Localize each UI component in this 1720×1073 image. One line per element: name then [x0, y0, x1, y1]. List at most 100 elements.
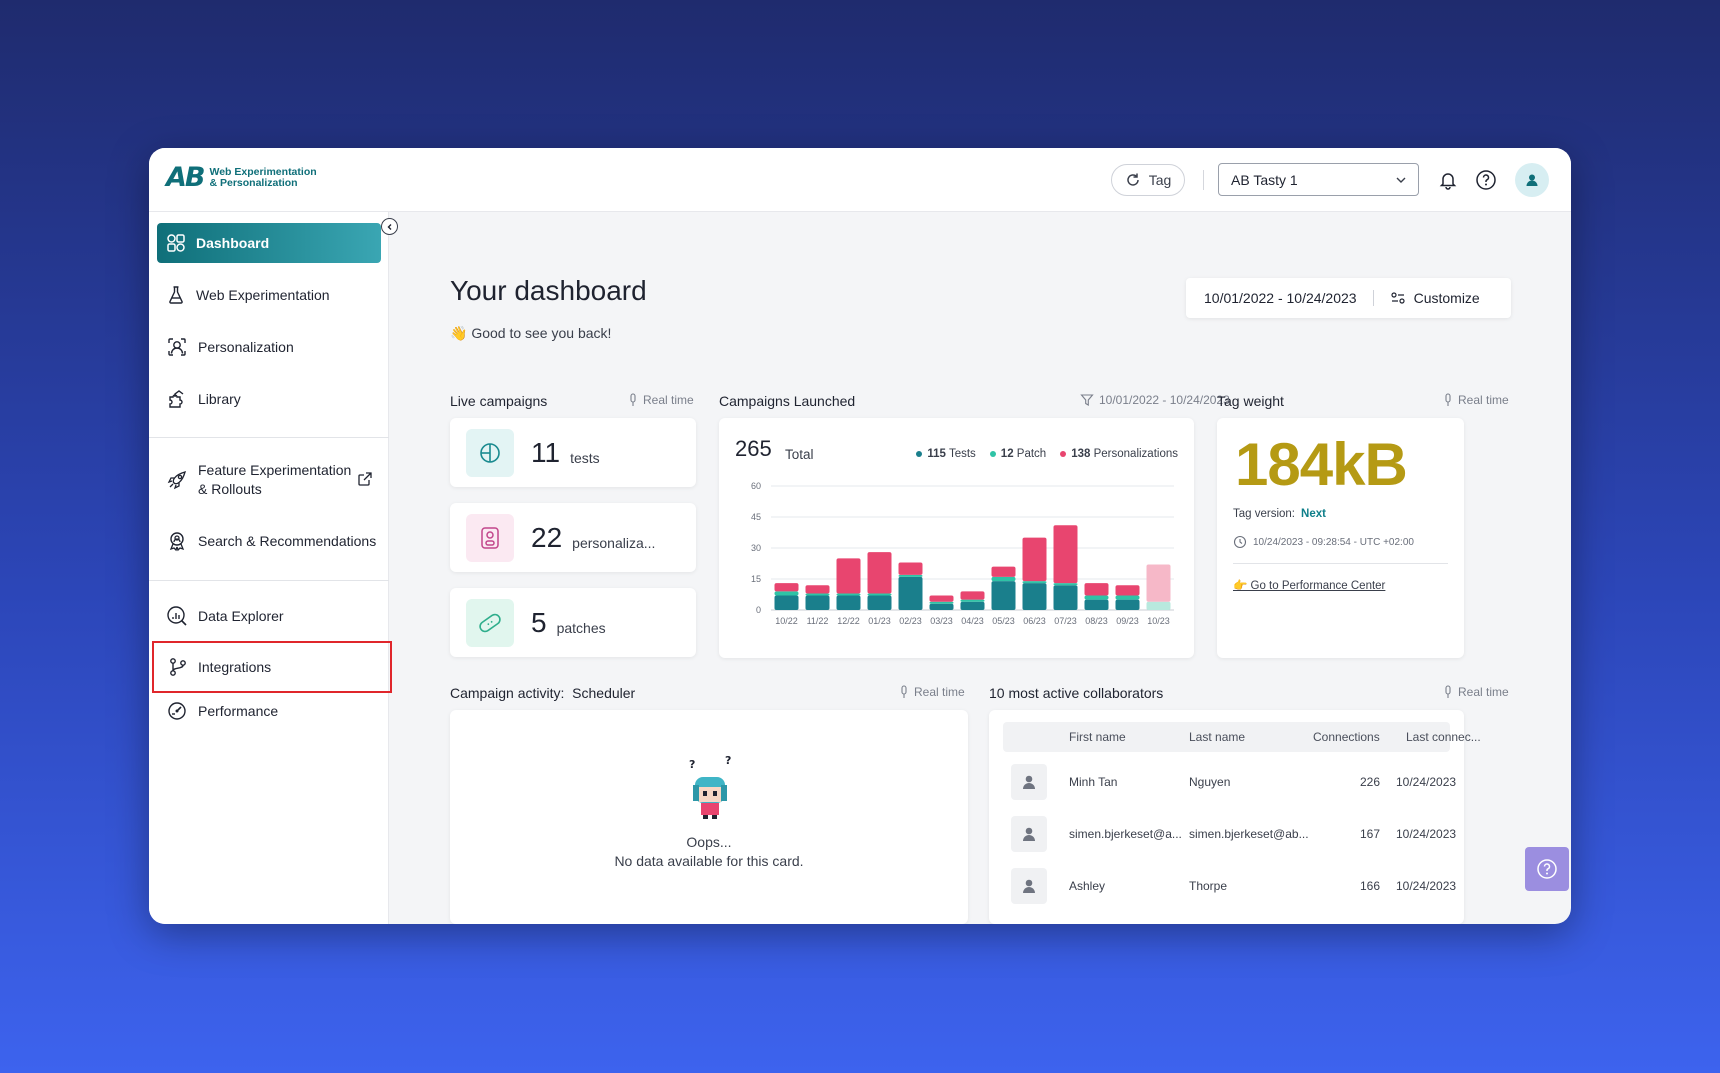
cell-last-name: Thorpe [1189, 879, 1228, 893]
personalization-icon [168, 338, 186, 356]
column-first-name[interactable]: First name [1069, 730, 1126, 744]
bar-personalizations [774, 583, 799, 592]
confused-character-icon: ? ? [689, 755, 731, 819]
realtime-icon [901, 685, 907, 698]
customize-button[interactable]: Customize [1390, 290, 1480, 306]
live-personalizations-count: 22 [531, 521, 563, 553]
date-range-picker[interactable]: 10/01/2022 - 10/24/2023 [1204, 290, 1357, 306]
bar-tests [805, 595, 830, 610]
campaigns-total-label: Total [785, 447, 814, 462]
x-tick-label: 10/23 [1147, 616, 1170, 626]
performance-center-link[interactable]: 👉 Go to Performance Center [1233, 580, 1386, 592]
account-select[interactable]: AB Tasty 1 [1218, 163, 1419, 196]
column-last-connection[interactable]: Last connec... [1406, 730, 1481, 744]
bar-personalizations [960, 591, 985, 600]
campaigns-bar-chart: 0 15 30 45 60 10/22 11/22 12/22 01/23 02/23 03/23 0… [751, 481, 1174, 626]
test-icon [466, 428, 514, 477]
table-row[interactable]: simen.bjerkeset@a... simen.bjerkeset@ab.… [1003, 808, 1456, 860]
realtime-icon [1445, 685, 1451, 698]
sidebar-item-personalization[interactable]: Personalization [157, 327, 381, 367]
cell-first-name: Ashley [1069, 879, 1106, 893]
integrations-icon [170, 658, 186, 676]
bar-tests [929, 603, 954, 610]
campaigns-launched-card: 265 Total 115 Tests 12 Patch 138 Persona… [719, 418, 1194, 658]
legend-dot [1060, 450, 1067, 457]
x-tick-label: 06/23 [1023, 616, 1046, 626]
bar-tests [774, 595, 799, 610]
avatar [1011, 816, 1047, 852]
sidebar-item-label: Data Explorer [198, 608, 284, 624]
help-chat-button[interactable] [1525, 847, 1569, 891]
cell-last-name: Nguyen [1189, 775, 1231, 789]
live-tests-card[interactable]: 11 tests [450, 418, 696, 487]
realtime-label: Real time [914, 685, 965, 699]
bar-tests [1084, 599, 1109, 610]
y-tick-label: 30 [751, 543, 761, 553]
tag-version-label: Tag version: [1233, 508, 1296, 520]
help-button[interactable] [1471, 165, 1501, 195]
sidebar-item-dashboard[interactable]: Dashboard [157, 223, 381, 263]
x-tick-label: 08/23 [1085, 616, 1108, 626]
x-tick-label: 09/23 [1116, 616, 1139, 626]
sidebar-item-integrations[interactable]: Integrations [152, 641, 392, 693]
app-logo[interactable]: AB Web Experimentation & Personalization [166, 162, 317, 193]
sidebar-item-library[interactable]: Library [157, 379, 381, 419]
live-personalizations-card[interactable]: 22 personaliza... [450, 503, 696, 572]
sidebar-divider [149, 580, 389, 581]
sidebar-item-data-explorer[interactable]: Data Explorer [157, 596, 381, 636]
legend-item-tests[interactable]: 115 Tests [916, 448, 976, 460]
sidebar-item-search-recommendations[interactable]: Search & Recommendations [157, 521, 381, 561]
date-range-toolbar: 10/01/2022 - 10/24/2023 Customize [1186, 278, 1511, 318]
column-last-name[interactable]: Last name [1189, 730, 1246, 744]
puzzle-icon [169, 390, 184, 408]
sidebar-item-performance[interactable]: Performance [157, 691, 381, 731]
topbar-divider [1203, 170, 1204, 190]
bar-patch [836, 593, 861, 596]
sidebar-item-label: Personalization [198, 339, 294, 355]
tag-refresh-button[interactable]: Tag [1111, 164, 1185, 196]
rocket-icon [167, 471, 186, 490]
bar-patch [1022, 581, 1047, 584]
tag-weight-title: Tag weight [1217, 393, 1284, 409]
customize-icon [1390, 292, 1405, 304]
campaigns-total-value: 265 [735, 436, 772, 461]
sidebar-item-label-line1: Feature Experimentation [198, 462, 352, 478]
chevron-down-icon [1396, 177, 1406, 183]
sidebar-item-label: Library [198, 391, 241, 407]
legend-item-patch[interactable]: 12 Patch [989, 448, 1047, 460]
campaigns-launched-date-range[interactable]: 10/01/2022 - 10/24/2023 [1080, 393, 1230, 407]
legend-item-personalizations[interactable]: 138 Personalizations [1060, 448, 1178, 460]
tag-timestamp: 10/24/2023 - 09:28:54 - UTC +02:00 [1233, 535, 1414, 549]
bar-patch [929, 601, 954, 604]
cell-first-name: Minh Tan [1069, 775, 1118, 789]
performance-icon [168, 702, 186, 720]
campaign-activity-scheduler[interactable]: Scheduler [572, 685, 636, 701]
sidebar-item-web-experimentation[interactable]: Web Experimentation [157, 275, 381, 315]
legend-name: Patch [1016, 448, 1047, 460]
avatar [1011, 868, 1047, 904]
sidebar-collapse-button[interactable] [381, 218, 398, 235]
tag-version-value[interactable]: Next [1301, 508, 1326, 520]
user-avatar-button[interactable] [1515, 163, 1549, 197]
bar-tests [960, 601, 985, 610]
campaign-activity-title: Campaign activity: Scheduler [450, 685, 635, 701]
live-patches-card[interactable]: 5 patches [450, 588, 696, 657]
column-connections[interactable]: Connections [1313, 730, 1380, 744]
x-tick-label: 05/23 [992, 616, 1015, 626]
cell-connections: 226 [1360, 775, 1381, 789]
notifications-button[interactable] [1433, 165, 1463, 195]
x-tick-label: 07/23 [1054, 616, 1077, 626]
realtime-icon [1445, 393, 1451, 406]
account-select-value: AB Tasty 1 [1231, 171, 1298, 188]
page-title: Your dashboard [450, 275, 647, 306]
sidebar-item-feature-experimentation[interactable]: Feature Experimentation & Rollouts [157, 455, 381, 505]
sidebar-divider [149, 437, 389, 438]
bar-tests [898, 576, 923, 610]
cell-first-name: simen.bjerkeset@a... [1069, 827, 1182, 841]
collaborators-title: 10 most active collaborators [989, 685, 1164, 701]
table-row[interactable]: Ashley Thorpe 166 10/24/2023 [1003, 860, 1456, 912]
logo-mark: AB [166, 162, 206, 193]
bar-personalizations [1053, 525, 1078, 584]
bar-patch [867, 593, 892, 596]
table-row[interactable]: Minh Tan Nguyen 226 10/24/2023 [1003, 756, 1456, 808]
